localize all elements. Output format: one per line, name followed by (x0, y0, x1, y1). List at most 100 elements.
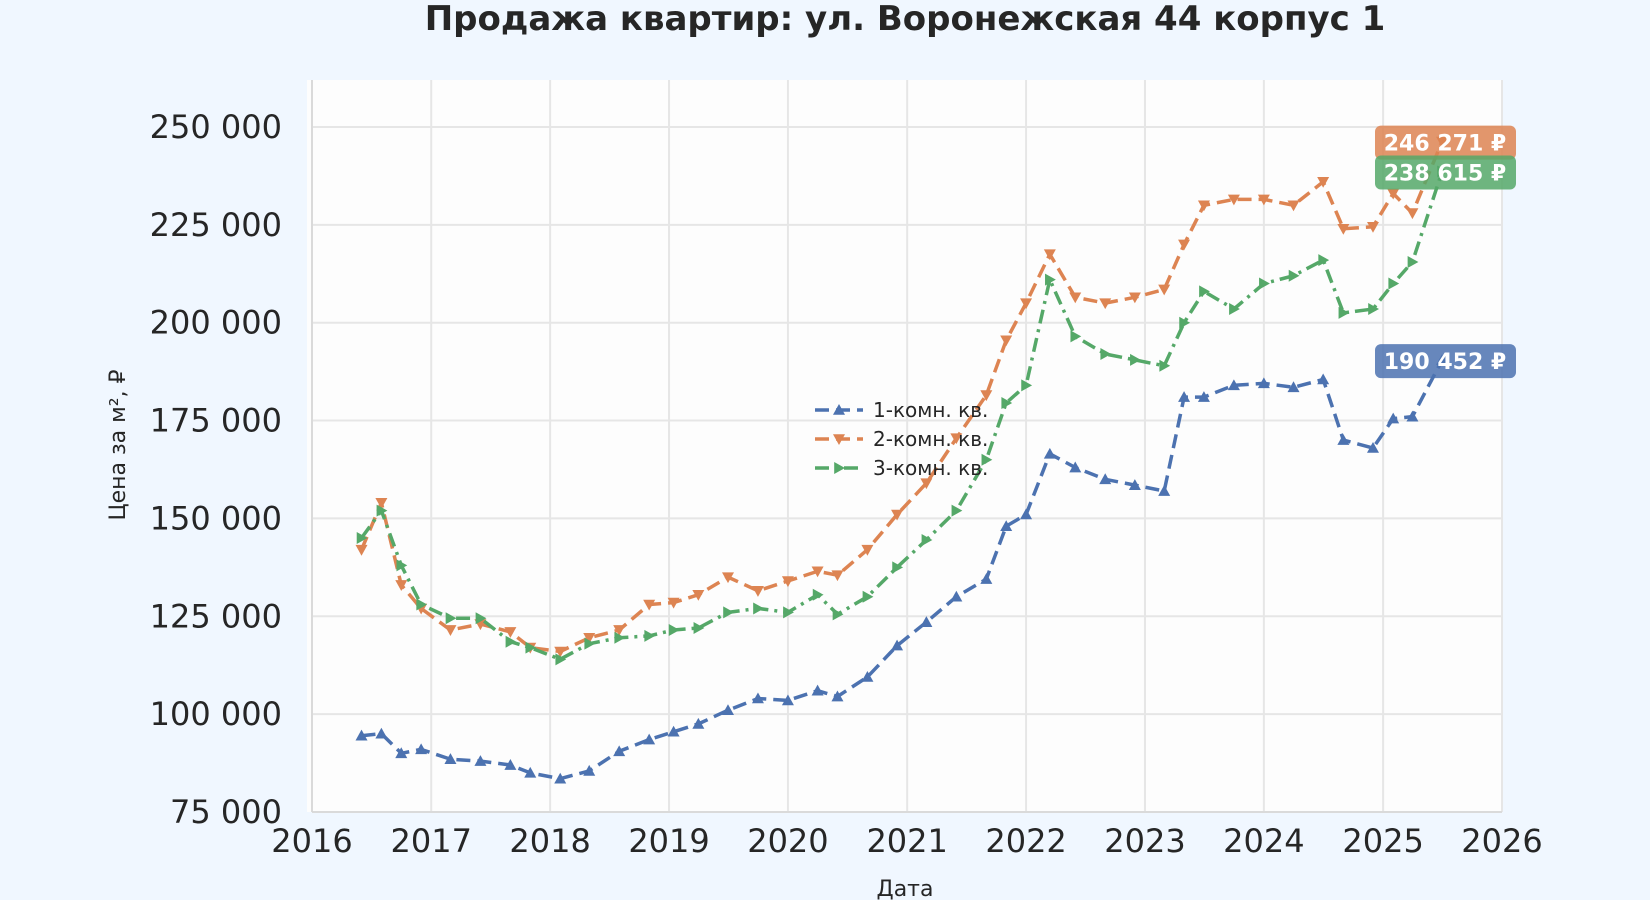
data-point (555, 653, 567, 666)
data-point (1020, 508, 1033, 520)
legend-item: 3-комн. кв. (815, 456, 988, 480)
data-point (525, 641, 537, 654)
data-point (583, 764, 596, 776)
end-value-badge: 238 615 ₽ (1375, 155, 1516, 190)
data-point (1197, 391, 1210, 402)
data-point (668, 623, 680, 636)
data-point (1197, 200, 1210, 212)
y-tick-label: 175 000 (150, 402, 282, 440)
plot-area (307, 80, 1502, 812)
data-point (444, 753, 457, 764)
y-axis-title: Цена за м², ₽ (106, 369, 131, 520)
data-point (375, 727, 388, 739)
legend-item: 2-комн. кв. (815, 427, 988, 451)
data-point (1045, 273, 1056, 286)
x-tick-label: 2024 (1223, 822, 1304, 860)
data-point (1099, 473, 1112, 485)
data-point (395, 747, 408, 759)
legend-label: 1-комн. кв. (873, 398, 988, 422)
x-tick-label: 2019 (628, 822, 709, 860)
legend-marker-swatch (833, 434, 845, 445)
data-point (445, 612, 457, 625)
end-value-badge: 190 452 ₽ (1375, 344, 1516, 379)
data-point (1368, 302, 1379, 315)
data-point (920, 478, 933, 490)
x-tick-label: 2021 (866, 822, 947, 860)
series-layer (355, 136, 1449, 784)
data-point (891, 639, 904, 651)
data-point (693, 622, 705, 635)
data-point (1021, 379, 1033, 392)
data-point (861, 544, 874, 556)
data-point (723, 606, 734, 619)
end-value-badge-bg (1375, 344, 1516, 379)
data-point (644, 629, 656, 642)
data-point (811, 684, 824, 696)
end-value-label: 190 452 ₽ (1384, 350, 1506, 375)
data-point (375, 497, 388, 509)
data-point (950, 590, 963, 602)
data-point (1287, 200, 1300, 212)
series-3 (356, 165, 1449, 666)
data-point (891, 509, 904, 521)
data-point (1259, 277, 1270, 290)
data-point (1043, 447, 1056, 459)
x-tick-label: 2023 (1104, 822, 1185, 860)
legend-item: 1-комн. кв. (815, 398, 988, 422)
data-point (1199, 285, 1210, 298)
end-value-badge: 246 271 ₽ (1375, 125, 1516, 160)
chart-title: Продажа квартир: ул. Воронежская 44 корп… (425, 0, 1386, 39)
data-point (614, 631, 626, 644)
data-point (1179, 316, 1191, 329)
end-value-label: 238 615 ₽ (1384, 162, 1506, 187)
data-point (1128, 479, 1141, 490)
y-tick-labels: 75 000 100 000 125 000 150 000 175 000 200 00… (150, 108, 282, 831)
data-point (583, 633, 596, 644)
data-point (505, 635, 517, 648)
y-tick-label: 200 000 (150, 304, 282, 342)
data-point (1229, 302, 1240, 315)
data-point (1178, 391, 1191, 402)
end-labels: 246 271 ₽ 238 615 ₽ 190 452 ₽ (1375, 125, 1516, 379)
data-point (751, 586, 764, 597)
data-point (667, 597, 680, 609)
data-point (415, 743, 428, 755)
data-point (1001, 396, 1013, 409)
data-point (504, 759, 517, 770)
data-point (831, 570, 844, 582)
data-point (1387, 188, 1400, 200)
data-point (355, 729, 368, 741)
x-tick-labels: 2016 2017 2018 2019 2020 2021 2022 2023 2024 2025… (271, 822, 1542, 860)
data-point (643, 599, 656, 611)
data-point (1406, 410, 1419, 422)
data-point (355, 544, 368, 556)
data-point (1099, 298, 1112, 310)
data-point (861, 670, 874, 682)
data-point (892, 561, 904, 574)
data-point (524, 766, 537, 778)
data-point (921, 533, 933, 546)
data-point (980, 573, 993, 584)
data-point (1338, 306, 1350, 319)
data-point (376, 504, 388, 517)
data-point (753, 602, 764, 615)
x-axis-title: Дата (877, 877, 934, 900)
data-point (692, 589, 705, 601)
legend-marker-swatch (833, 404, 845, 415)
data-point (1388, 277, 1400, 290)
y-tick-label: 75 000 (170, 793, 282, 831)
data-point (811, 566, 824, 578)
data-point (1000, 335, 1013, 347)
y-tick-label: 150 000 (150, 499, 282, 537)
data-point (721, 704, 734, 716)
data-point (1337, 223, 1350, 235)
data-point (1069, 461, 1082, 473)
data-point (951, 504, 963, 517)
series-line (361, 359, 1444, 781)
data-point (1159, 359, 1171, 372)
legend-marker-swatch (834, 462, 845, 474)
data-point (1318, 254, 1330, 267)
data-point (1128, 292, 1141, 304)
